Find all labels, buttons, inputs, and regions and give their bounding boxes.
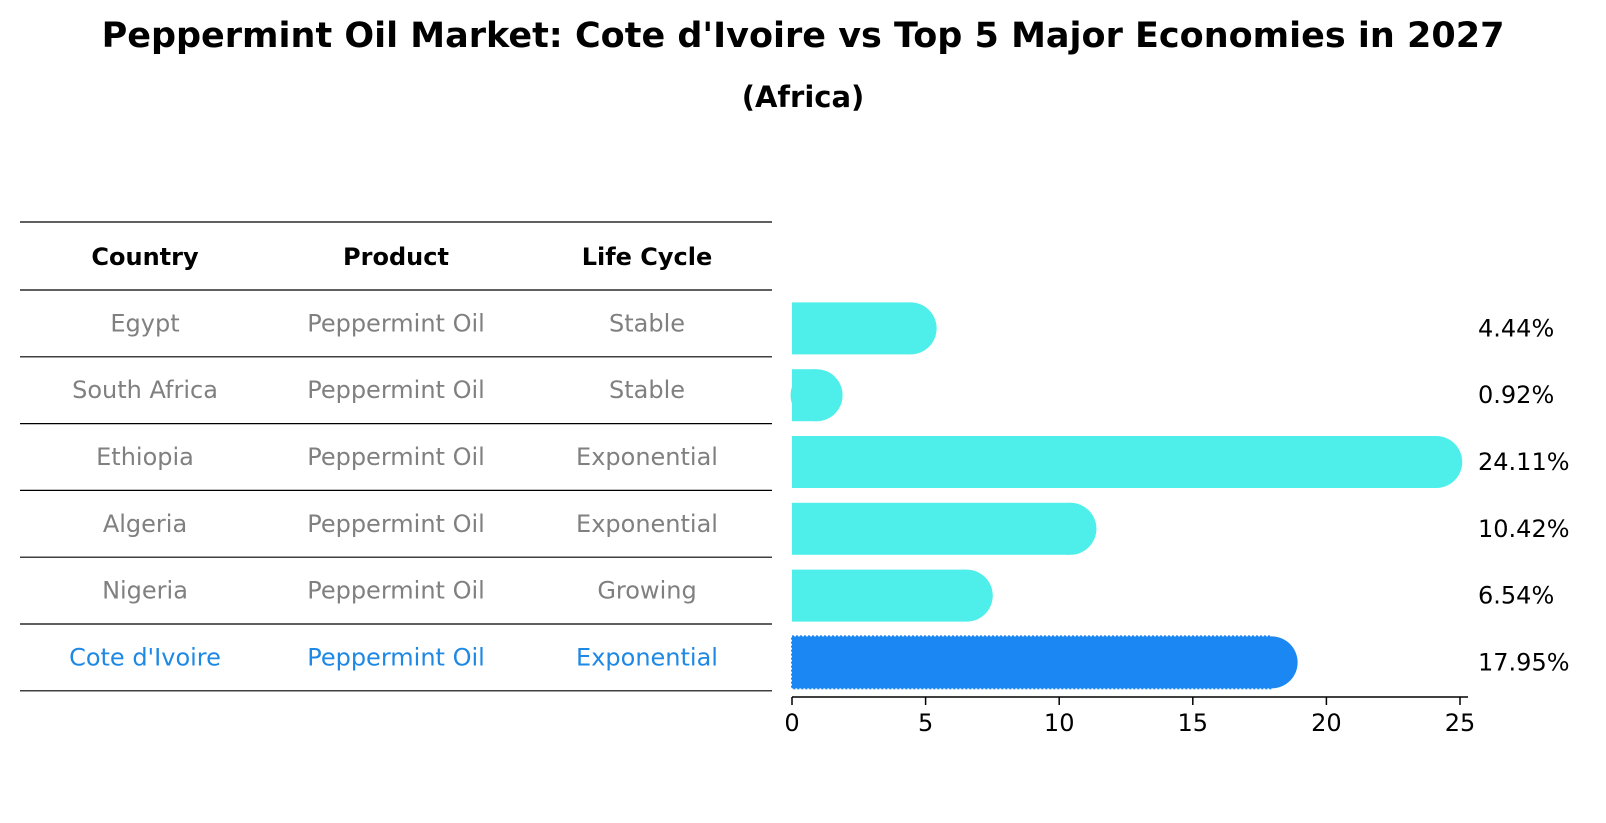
table-header-cell: Life Cycle <box>582 243 713 271</box>
table-header-cell: Product <box>343 243 449 271</box>
value-labels: 4.44% 0.92% 24.11% 10.42% 6.54% 17.95% <box>1478 314 1570 676</box>
bar <box>790 369 843 422</box>
bar-value-label: 6.54% <box>1478 582 1554 610</box>
bar-value-label: 10.42% <box>1478 515 1570 543</box>
table-cell-life-cycle: Stable <box>609 309 685 337</box>
table-cell-country: Cote d'Ivoire <box>69 643 221 671</box>
x-tick-label: 25 <box>1445 709 1476 737</box>
table-cell-life-cycle: Exponential <box>576 510 718 538</box>
bar <box>792 302 937 355</box>
x-tick-label: 20 <box>1311 709 1342 737</box>
table-cell-country: South Africa <box>72 376 218 404</box>
x-tick-label: 5 <box>918 709 933 737</box>
bar-cap <box>1410 436 1463 488</box>
table-cell-product: Peppermint Oil <box>307 577 485 605</box>
table-cell-life-cycle: Growing <box>597 577 696 605</box>
chart-subtitle: (Africa) <box>741 80 865 114</box>
table-cell-life-cycle: Stable <box>609 376 685 404</box>
table-cell-country: Egypt <box>110 309 179 337</box>
bar-body <box>792 502 1071 555</box>
bar <box>792 502 1097 555</box>
x-tick-label: 0 <box>784 709 799 737</box>
bar-value-label: 4.44% <box>1478 314 1554 342</box>
table-cell-country: Ethiopia <box>96 443 194 471</box>
table-cell-product: Peppermint Oil <box>307 643 485 671</box>
bar-cap <box>790 369 843 422</box>
table-cell-country: Algeria <box>103 510 187 538</box>
bar <box>792 569 993 622</box>
bar-outline <box>791 635 1273 690</box>
bar-body <box>792 636 1272 689</box>
x-axis: 0 5 10 15 20 25 <box>784 696 1476 737</box>
table-cell-product: Peppermint Oil <box>307 443 485 471</box>
bar-value-label: 0.92% <box>1478 381 1554 409</box>
x-tick-label: 15 <box>1178 709 1209 737</box>
bar-value-label: 24.11% <box>1478 448 1570 476</box>
table-cell-product: Peppermint Oil <box>307 510 485 538</box>
table-cell-product: Peppermint Oil <box>307 376 485 404</box>
x-tick-label: 10 <box>1044 709 1075 737</box>
bar-cap <box>940 569 993 622</box>
bar-body <box>792 569 967 622</box>
chart-title: Peppermint Oil Market: Cote d'Ivoire vs … <box>101 16 1505 56</box>
bar-value-label: 17.95% <box>1478 648 1570 676</box>
bar-chart <box>790 302 1463 690</box>
table-cell-life-cycle: Exponential <box>576 443 718 471</box>
table-header-cell: Country <box>91 243 199 271</box>
data-table: Country Product Life Cycle Egypt Peppermint … <box>20 221 772 692</box>
table-cell-product: Peppermint Oil <box>307 309 485 337</box>
bar-cap <box>884 302 937 355</box>
bar <box>791 635 1298 690</box>
table-cell-life-cycle: Exponential <box>576 643 718 671</box>
bar-body <box>792 436 1437 488</box>
bar-cap <box>1044 502 1097 555</box>
table-cell-country: Nigeria <box>102 577 188 605</box>
bar <box>792 436 1463 488</box>
